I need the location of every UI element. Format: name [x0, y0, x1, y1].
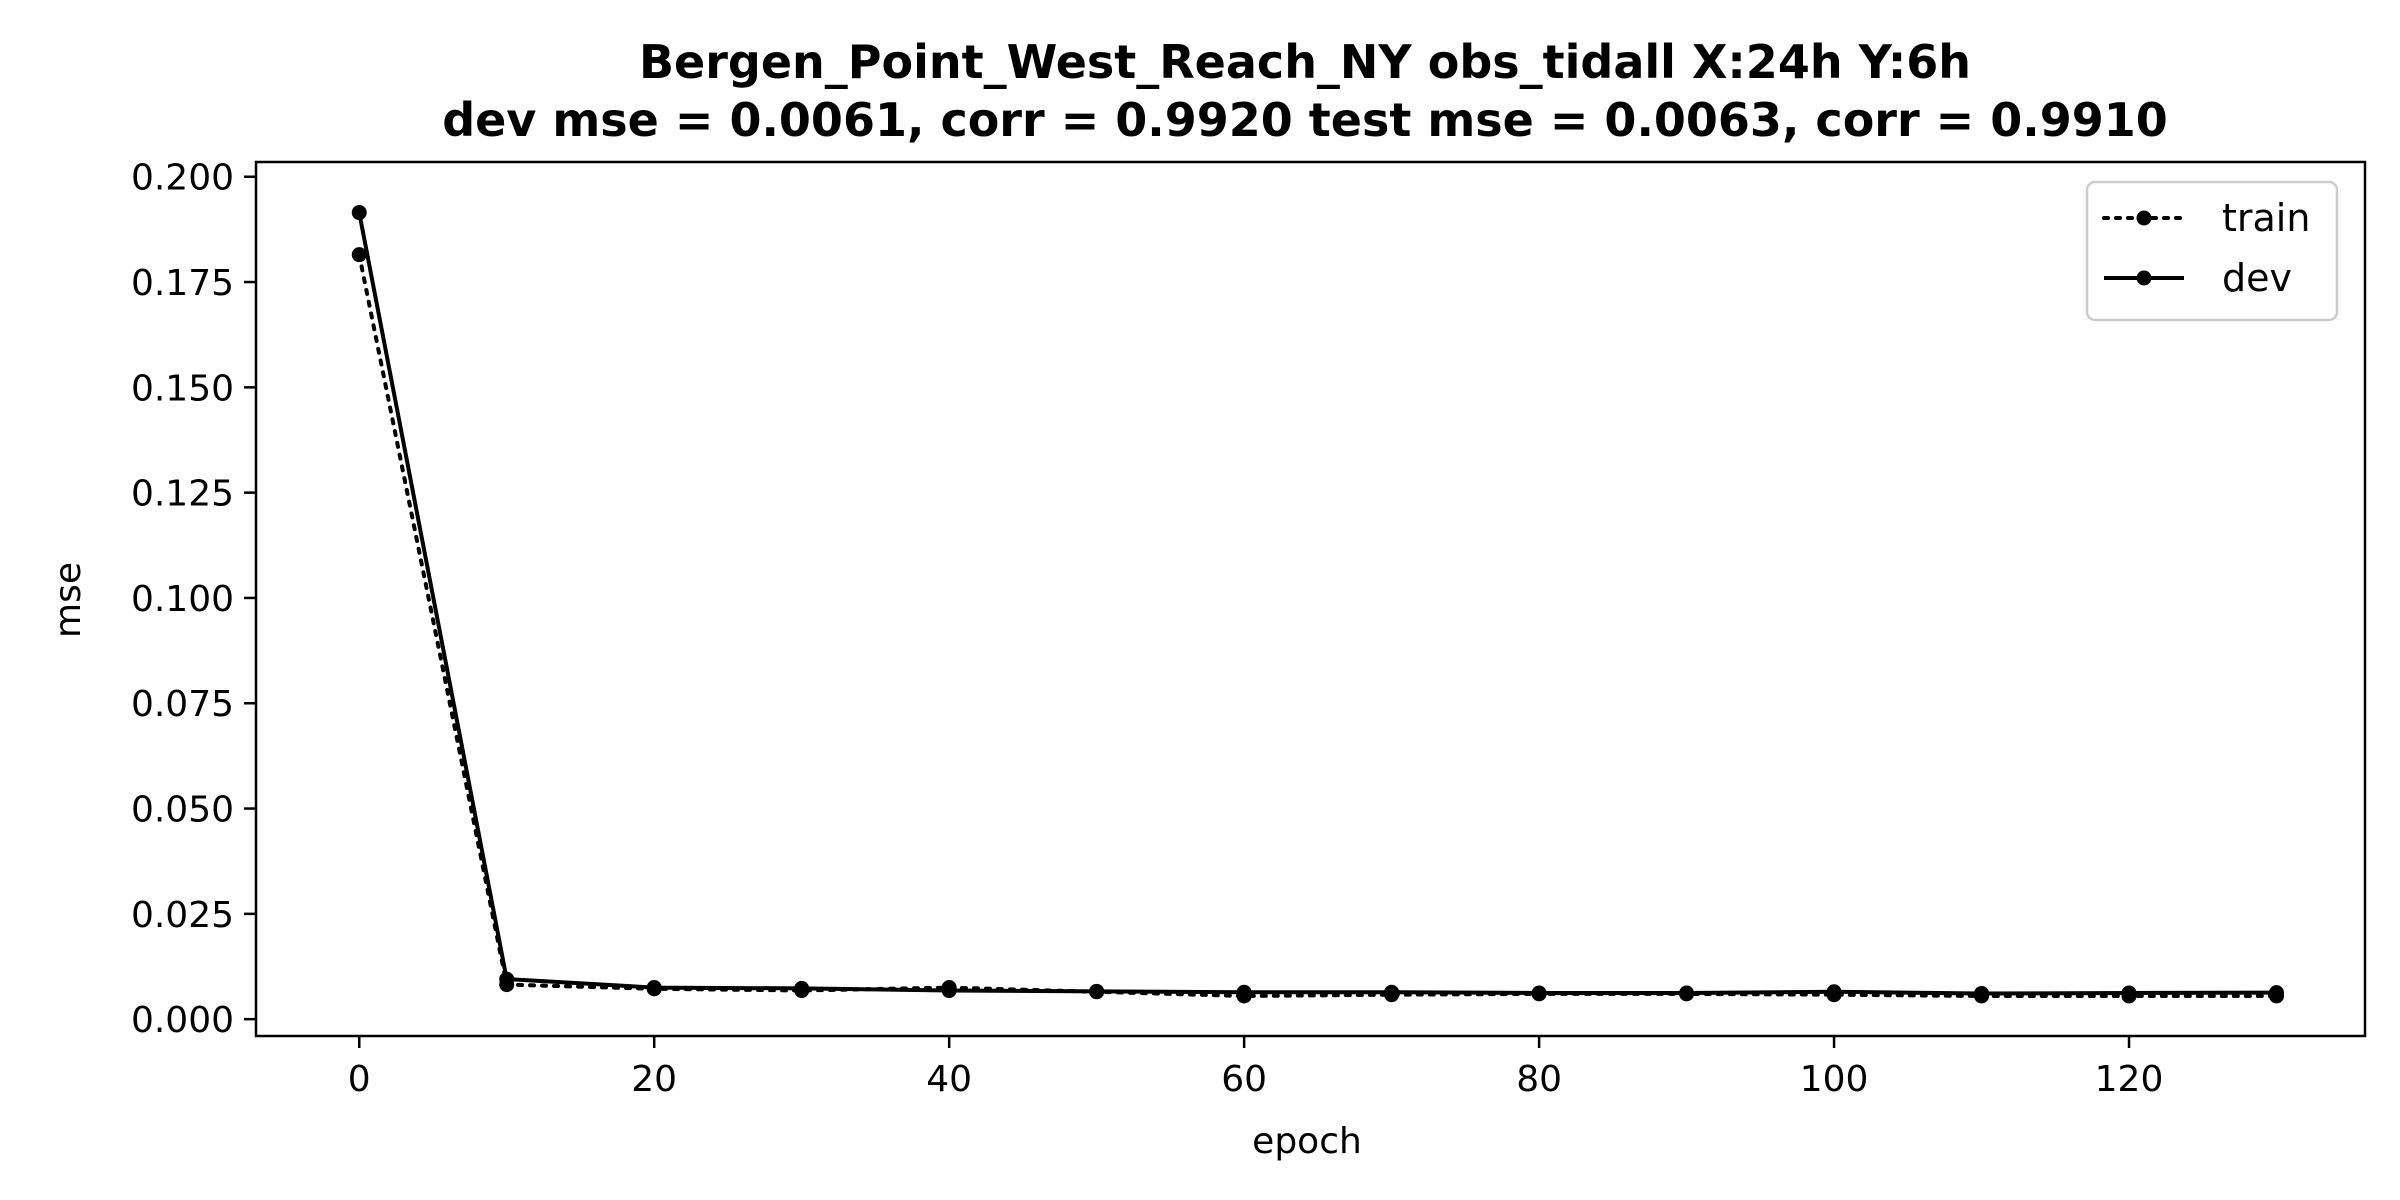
y-tick-label: 0.175: [131, 263, 234, 304]
data-point-dev: [646, 980, 662, 996]
legend-train-label: train: [2222, 196, 2310, 240]
chart-title: Bergen_Point_West_Reach_NY obs_tidall X:…: [639, 35, 1971, 89]
y-tick-label: 0.200: [131, 158, 234, 199]
y-tick-label: 0.075: [131, 684, 234, 725]
x-tick-label: 60: [1221, 1059, 1267, 1100]
x-axis: 0 20 40 60 80 100 120: [348, 1036, 2164, 1100]
y-tick-label: 0.150: [131, 368, 234, 409]
y-tick-label: 0.025: [131, 895, 234, 936]
legend-dev-marker: [2136, 270, 2152, 286]
legend-dev-label: dev: [2222, 256, 2292, 300]
data-point-train: [351, 247, 367, 263]
data-point-dev: [2269, 985, 2285, 1001]
data-point-dev: [1679, 985, 1695, 1001]
x-tick-label: 0: [348, 1059, 371, 1100]
data-point-dev: [941, 983, 957, 999]
data-point-dev: [1974, 985, 1990, 1001]
data-point-dev: [499, 971, 515, 987]
y-tick-label: 0.100: [131, 579, 234, 620]
x-tick-label: 80: [1516, 1059, 1562, 1100]
y-tick-label: 0.050: [131, 790, 234, 831]
plot-area: [351, 205, 2285, 1004]
x-axis-label: epoch: [1252, 1121, 1362, 1162]
data-point-dev: [1531, 985, 1547, 1001]
y-axis: 0.000 0.025 0.050 0.075 0.100 0.125 0.150 0.175…: [131, 158, 256, 1041]
y-tick-label: 0.125: [131, 474, 234, 515]
data-point-dev: [1236, 984, 1252, 1000]
y-axis-label: mse: [48, 562, 89, 638]
series-line-dev: [357, 212, 2277, 996]
legend-train-marker: [2136, 210, 2152, 226]
x-tick-label: 20: [631, 1059, 677, 1100]
data-point-dev: [2121, 985, 2137, 1001]
x-tick-label: 100: [1800, 1059, 1869, 1100]
x-tick-label: 120: [2095, 1059, 2164, 1100]
chart-subtitle: dev mse = 0.0061, corr = 0.9920 test mse…: [442, 93, 2168, 147]
y-tick-label: 0.000: [131, 1000, 234, 1041]
data-point-dev: [1384, 984, 1400, 1000]
x-tick-label: 40: [926, 1059, 972, 1100]
legend: train dev: [2085, 180, 2339, 322]
data-point-dev: [794, 980, 810, 996]
data-point-dev: [1826, 984, 1842, 1000]
data-point-dev: [1089, 983, 1105, 999]
data-point-dev: [351, 205, 367, 221]
